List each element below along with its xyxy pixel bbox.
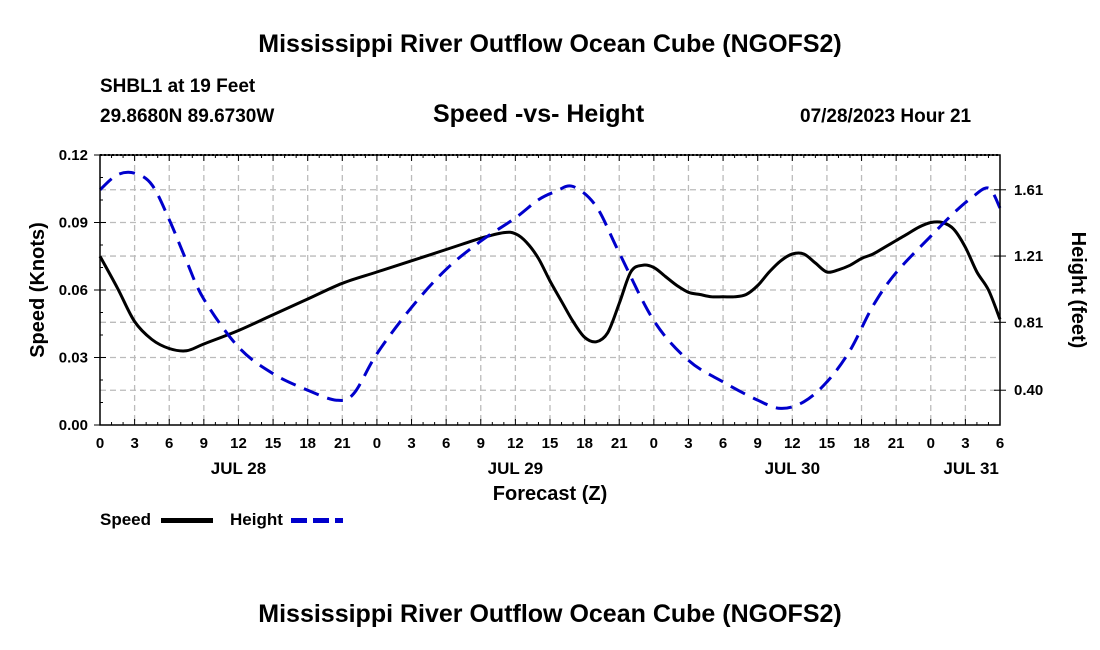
y2-tick-label: 1.21 <box>1014 248 1043 265</box>
x-tick-label: 0 <box>650 435 658 452</box>
x-tick-label: 21 <box>611 435 628 452</box>
footer-title: Mississippi River Outflow Ocean Cube (NG… <box>258 600 842 628</box>
speed-height-chart: 0 3 6 9 12 15 18 21 0 3 6 9 12 15 18 21 0 3 6 9 12 15 18 21 0 3 6 J… <box>27 147 1089 505</box>
plot-subtitle: Speed -vs- Height <box>433 100 645 128</box>
legend-height-swatch <box>291 518 343 523</box>
x-tick-label: 18 <box>299 435 316 452</box>
x-tick-label: 3 <box>684 435 692 452</box>
legend-speed-label: Speed <box>100 510 152 529</box>
x-tick-label: 0 <box>96 435 104 452</box>
x-tick-label: 0 <box>373 435 381 452</box>
x-tick-label: 9 <box>754 435 762 452</box>
x-date-label: JUL 31 <box>943 459 998 478</box>
x-tick-label: 6 <box>165 435 173 452</box>
x-tick-label: 9 <box>200 435 208 452</box>
y-tick-label: 0.12 <box>59 147 88 164</box>
x-tick-label: 6 <box>996 435 1004 452</box>
forecast-datetime: 07/28/2023 Hour 21 <box>800 106 972 127</box>
y2-tick-label: 0.40 <box>1014 382 1043 399</box>
x-tick-label: 6 <box>442 435 450 452</box>
x-date-label: JUL 28 <box>211 459 266 478</box>
x-tick-label: 15 <box>265 435 282 452</box>
x-tick-label: 15 <box>819 435 836 452</box>
x-tick-label: 3 <box>130 435 138 452</box>
x-tick-label: 18 <box>853 435 870 452</box>
y-tick-label: 0.00 <box>59 417 88 434</box>
legend-height-label: Height <box>230 510 283 529</box>
series-height-line <box>98 170 1002 410</box>
chart-title: Mississippi River Outflow Ocean Cube (NG… <box>258 30 842 58</box>
x-axis-title: Forecast (Z) <box>493 483 607 505</box>
y-tick-label: 0.03 <box>59 350 88 367</box>
series-layer <box>98 170 1002 410</box>
x-date-label: JUL 29 <box>488 459 543 478</box>
x-tick-label: 21 <box>334 435 351 452</box>
x-tick-label: 12 <box>507 435 524 452</box>
station-coordinates: 29.8680N 89.6730W <box>100 106 275 127</box>
y-axis-title: Speed (Knots) <box>27 222 49 358</box>
axis-layer: 0 3 6 9 12 15 18 21 0 3 6 9 12 15 18 21 0 3 6 9 12 15 18 21 0 3 6 J… <box>59 147 1043 478</box>
legend-speed-swatch <box>161 518 213 523</box>
x-tick-label: 18 <box>576 435 593 452</box>
x-tick-label: 12 <box>230 435 247 452</box>
y2-tick-label: 1.61 <box>1014 182 1043 199</box>
x-tick-label: 15 <box>542 435 559 452</box>
x-date-label: JUL 30 <box>765 459 820 478</box>
x-tick-label: 12 <box>784 435 801 452</box>
x-tick-label: 0 <box>927 435 935 452</box>
grid-layer <box>100 155 1000 425</box>
x-tick-label: 9 <box>477 435 485 452</box>
y-tick-label: 0.09 <box>59 215 88 232</box>
y-tick-label: 0.06 <box>59 282 88 299</box>
x-tick-label: 21 <box>888 435 905 452</box>
x-tick-label: 6 <box>719 435 727 452</box>
y2-tick-label: 0.81 <box>1014 314 1043 331</box>
x-tick-label: 3 <box>961 435 969 452</box>
station-label: SHBL1 at 19 Feet <box>100 76 256 97</box>
y2-axis-title: Height (feet) <box>1067 232 1089 349</box>
series-speed-line <box>98 220 1002 353</box>
x-tick-label: 3 <box>407 435 415 452</box>
